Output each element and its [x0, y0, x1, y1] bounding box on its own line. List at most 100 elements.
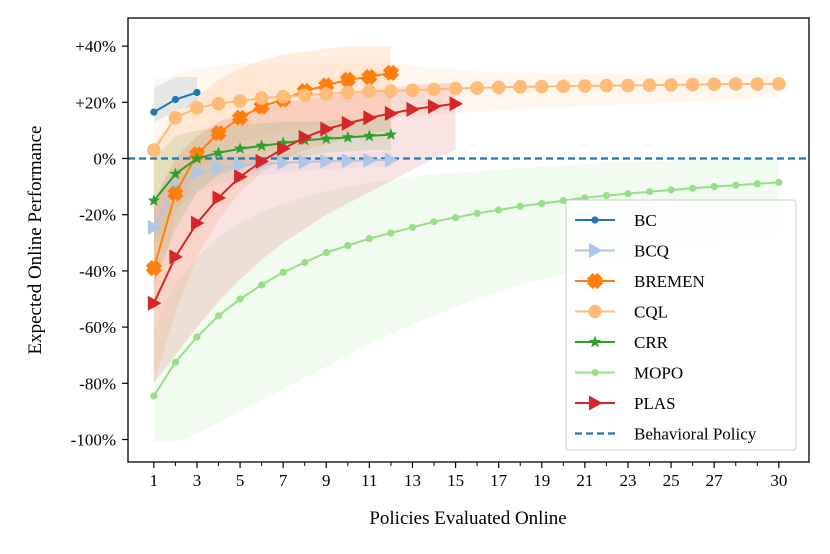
x-tick-label: 23: [619, 471, 636, 490]
x-tick-label: 3: [193, 471, 202, 490]
point-crr: [147, 194, 161, 206]
point-cql: [233, 94, 247, 108]
point-plas: [255, 153, 270, 169]
point-bc: [171, 95, 180, 104]
point-mopo: [171, 358, 180, 366]
point-crr: [341, 130, 354, 143]
legend-item-bc: BC: [575, 211, 657, 230]
point-bcq: [147, 219, 162, 235]
point-plas: [234, 169, 248, 185]
point-mopo: [258, 281, 266, 289]
point-bremen: [145, 260, 162, 277]
point-bremen: [231, 109, 249, 126]
point-cql: [384, 84, 398, 98]
x-tick-label: 27: [706, 471, 724, 490]
point-cql: [578, 79, 592, 93]
point-cql: [276, 89, 290, 104]
point-bcq: [234, 158, 248, 174]
point-mopo: [451, 213, 460, 222]
x-tick-label: 5: [236, 471, 245, 490]
point-plas: [298, 129, 313, 145]
y-tick-label: 0%: [93, 150, 116, 169]
point-mopo: [645, 188, 654, 196]
point-cql: [190, 101, 204, 115]
y-tick-label: -60%: [79, 318, 116, 337]
point-mopo: [689, 184, 697, 192]
legend-item-bremen: BREMEN: [575, 272, 705, 291]
series-plas: [147, 96, 464, 311]
point-plas: [449, 96, 464, 112]
point-crr: [212, 146, 225, 159]
point-mopo: [732, 181, 740, 189]
point-cql: [707, 77, 721, 92]
legend-marker-bcq: [589, 243, 603, 258]
legend-label-crr: CRR: [634, 333, 669, 352]
point-mopo: [559, 197, 567, 205]
legend-label-bc: BC: [634, 211, 657, 230]
point-mopo: [193, 333, 201, 341]
point-cql: [341, 85, 355, 100]
point-cql: [513, 80, 528, 94]
legend-label-behavioral-policy: Behavioral Policy: [634, 425, 757, 444]
legend-item-cql: CQL: [575, 303, 668, 322]
point-bcq: [212, 160, 227, 176]
point-cql: [621, 78, 635, 93]
point-plas: [147, 295, 162, 311]
y-tick-label: -40%: [79, 262, 116, 281]
ticks: 1 3 5 7 9 11 13 15 17 19 21 23 25 27 30+40%+20%0%-20%-…: [71, 37, 788, 490]
series-bc: [150, 88, 201, 116]
point-mopo: [430, 218, 438, 226]
point-mopo: [408, 223, 417, 231]
point-bremen: [210, 125, 227, 142]
legend-box: [565, 199, 797, 451]
point-mopo: [667, 186, 675, 194]
point-cql: [319, 87, 334, 101]
band-cql: [153, 63, 779, 314]
point-cql: [534, 79, 549, 94]
legend-marker-bremen: [586, 272, 604, 290]
point-plas: [277, 141, 291, 157]
point-mopo: [387, 229, 395, 237]
series-bcq: [147, 152, 399, 235]
point-bcq: [384, 152, 399, 168]
point-cql: [448, 81, 463, 96]
y-tick-label: -80%: [79, 374, 116, 393]
point-bremen: [339, 71, 356, 88]
point-crr: [363, 129, 376, 142]
point-mopo: [710, 183, 718, 191]
point-cql: [728, 77, 743, 91]
legend-marker-plas: [589, 395, 603, 411]
point-cql: [556, 79, 571, 94]
point-mopo: [602, 192, 611, 200]
point-plas: [341, 115, 356, 131]
point-cql: [750, 77, 765, 91]
point-bcq: [277, 155, 291, 171]
point-crr: [384, 128, 398, 140]
point-bcq: [363, 152, 377, 168]
band-crr: [153, 117, 391, 285]
point-mopo: [775, 178, 783, 186]
point-bcq: [320, 153, 334, 169]
point-crr: [320, 132, 333, 145]
series-mopo: [150, 178, 783, 400]
point-cql: [685, 77, 700, 92]
legend-marker-bc: [591, 216, 599, 224]
x-tick-label: 17: [490, 471, 508, 490]
point-bcq: [341, 153, 356, 169]
x-tick-label: 1: [150, 471, 159, 490]
point-mopo: [473, 209, 481, 217]
point-cql: [664, 78, 678, 92]
point-mopo: [150, 392, 158, 400]
point-cql: [297, 88, 312, 103]
point-cql: [427, 82, 441, 97]
point-mopo: [365, 234, 373, 243]
legend-label-plas: PLAS: [634, 394, 676, 413]
point-cql: [772, 76, 786, 91]
point-mopo: [301, 258, 309, 267]
point-plas: [363, 110, 377, 126]
series-layer: [145, 64, 786, 400]
point-crr: [169, 167, 182, 180]
point-cql: [491, 80, 506, 95]
legend-label-bcq: BCQ: [634, 242, 669, 261]
